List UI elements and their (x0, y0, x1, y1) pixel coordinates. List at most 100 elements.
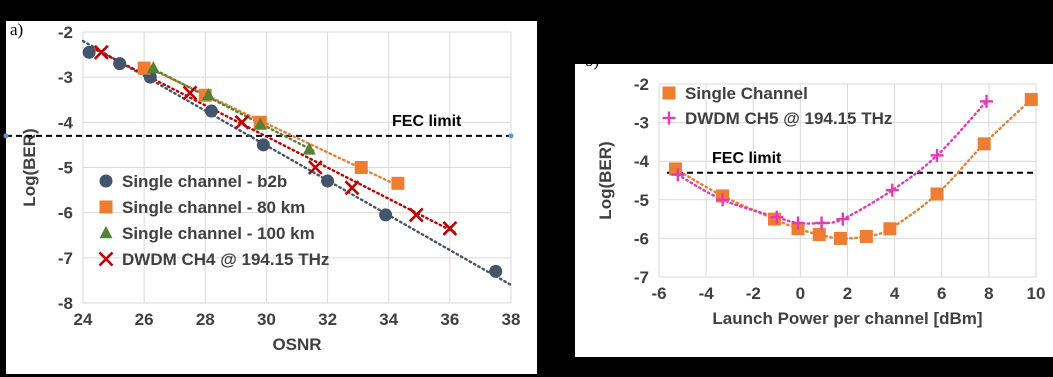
series-3 (93, 44, 458, 236)
legend-marker (99, 200, 113, 214)
data-point (344, 180, 360, 196)
data-point (859, 229, 873, 243)
y-tick-label: -6 (58, 204, 73, 223)
data-point (234, 114, 250, 130)
x-tick-label: 0 (796, 284, 805, 303)
panel-label-a: a) (10, 20, 24, 39)
x-tick-label: 4 (890, 284, 900, 303)
trendline-series-3 (90, 46, 458, 235)
trendline-series-1 (676, 100, 988, 225)
data-point (930, 187, 944, 201)
fec-limit-label: FEC limit (392, 113, 462, 130)
data-point (182, 85, 198, 101)
panel-label-b: b) (585, 51, 600, 70)
data-point (836, 212, 850, 226)
data-point (671, 168, 685, 182)
legend-label: Single channel - b2b (122, 172, 287, 191)
data-point (980, 94, 994, 108)
data-point (812, 228, 826, 242)
data-point (716, 193, 730, 207)
data-point (977, 137, 991, 151)
fec-limit-label: FEC limit (712, 150, 782, 167)
x-tick-label: 2 (843, 284, 852, 303)
x-tick-label: 6 (937, 284, 946, 303)
y-tick-label: -6 (634, 229, 649, 248)
trendline-series-2 (146, 64, 317, 153)
data-point (302, 142, 316, 155)
legend-marker (99, 174, 113, 188)
data-point (82, 45, 96, 59)
chart-a-svg: 24 26 28 30 32 34 36 38 -2 -3 -4 -5 -6 -7 -8 OSNR Log(BE… (3, 23, 521, 354)
chart-panel-b: b) -6 -4 -2 0 2 4 6 8 10 -2 -3 -4 -5 -6 -7 Launch Power… (575, 51, 1053, 357)
data-point (354, 161, 368, 174)
data-point (885, 183, 899, 197)
legend-marker (98, 251, 114, 267)
data-point (93, 44, 109, 60)
data-point (791, 216, 805, 230)
y-tick-label: -3 (634, 114, 649, 133)
data-point (770, 210, 784, 224)
data-point (489, 264, 503, 278)
chart-panel-a: a) 24 26 28 30 32 34 36 38 -2 -3 -4 -5 -6 -7 -8 OSNR Log… (3, 20, 537, 374)
x-tick-label: 10 (1027, 284, 1046, 303)
x-axis-title: Launch Power per channel [dBm] (712, 309, 982, 328)
data-point (379, 208, 393, 222)
data-point (307, 160, 323, 175)
y-tick-label: -5 (634, 191, 649, 210)
data-point (201, 88, 215, 101)
legend-label: Single channel - 100 km (122, 224, 315, 243)
data-point (883, 222, 897, 236)
data-point (321, 174, 335, 188)
x-axis-title: OSNR (272, 335, 321, 354)
data-point (833, 231, 847, 245)
y-axis-title: Log(BER) (20, 128, 39, 206)
x-tick-label: -6 (651, 284, 666, 303)
legend-marker (662, 86, 676, 100)
x-tick-label: 28 (196, 310, 215, 329)
x-tick-label: 32 (318, 310, 337, 329)
legend-label: Single channel - 80 km (122, 198, 305, 217)
y-tick-label: -3 (58, 68, 73, 87)
x-tick-label: 38 (502, 310, 521, 329)
data-point (391, 176, 405, 190)
data-point (256, 138, 270, 152)
y-tick-label: -7 (634, 268, 649, 287)
gridlines (82, 31, 512, 304)
legend-marker (662, 111, 676, 125)
data-point (1024, 92, 1038, 106)
x-tick-label: -2 (746, 284, 761, 303)
legend-label: DWDM CH4 @ 194.15 THz (122, 250, 329, 269)
y-axis-title: Log(BER) (596, 141, 615, 219)
data-point (767, 212, 781, 226)
data-point (408, 207, 424, 223)
x-tick-label: 24 (74, 310, 93, 329)
data-point (815, 216, 829, 230)
data-point (442, 221, 458, 236)
y-tick-label: -4 (58, 113, 74, 132)
fec-limit-line-end (3, 133, 9, 139)
fec-limit-line-end (508, 133, 514, 139)
series-0 (82, 45, 503, 278)
data-point (668, 162, 682, 176)
legend-label: Single Channel (685, 84, 808, 103)
x-tick-label: -4 (699, 284, 715, 303)
data-point (137, 61, 151, 75)
x-tick-label: 36 (440, 310, 459, 329)
y-tick-label: -2 (58, 23, 73, 42)
data-point (204, 104, 218, 118)
series-2 (146, 60, 316, 155)
y-tick-label: -8 (58, 294, 73, 313)
series-1 (671, 94, 994, 230)
x-tick-label: 30 (257, 310, 276, 329)
legend-marker (99, 225, 113, 239)
y-tick-label: -5 (58, 159, 73, 178)
data-point (930, 148, 944, 162)
y-tick-label: -7 (58, 249, 73, 268)
data-point (253, 117, 267, 130)
x-tick-label: 26 (135, 310, 154, 329)
data-point (146, 60, 160, 74)
x-tick-label: 8 (984, 284, 993, 303)
y-tick-label: -4 (634, 152, 650, 171)
x-tick-label: 34 (379, 310, 398, 329)
